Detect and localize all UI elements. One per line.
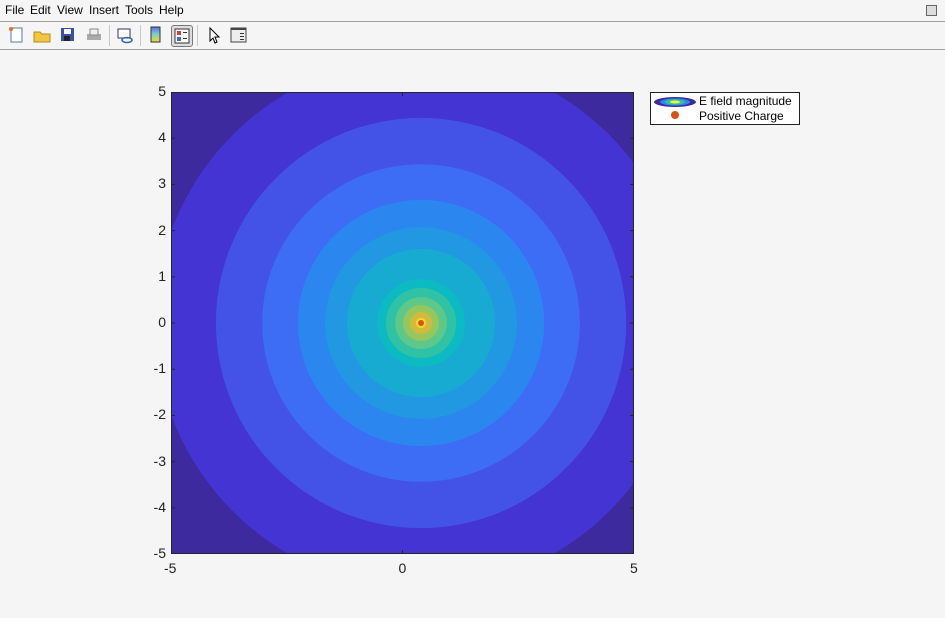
legend-entry-charge: Positive Charge <box>699 109 784 123</box>
y-tick-label: 2 <box>158 221 166 238</box>
menu-view[interactable]: View <box>57 3 83 17</box>
menu-file[interactable]: File <box>5 3 25 17</box>
y-tick-label: 5 <box>158 83 166 99</box>
y-tick-label: -5 <box>153 545 166 561</box>
x-tick-label: 5 <box>630 560 638 576</box>
colorbar-icon[interactable] <box>146 25 166 45</box>
y-tick-label: -2 <box>153 406 166 423</box>
y-tick-label: 0 <box>158 314 166 330</box>
y-tick-label: 3 <box>158 175 166 192</box>
legend-icon[interactable] <box>171 25 193 47</box>
y-tick-label: -4 <box>153 498 166 515</box>
pointer-icon[interactable] <box>204 25 224 45</box>
y-tick-label: 4 <box>158 129 166 146</box>
contour-legend-icon <box>654 97 696 107</box>
save-icon[interactable] <box>58 25 78 45</box>
print-icon[interactable] <box>84 25 104 45</box>
y-tick-label: -3 <box>153 452 166 469</box>
y-tick-label: -1 <box>153 360 166 377</box>
link-plot-icon[interactable] <box>115 25 135 45</box>
contour-plot[interactable] <box>171 92 634 554</box>
charge-legend-marker <box>671 111 679 119</box>
menu-tools[interactable]: Tools <box>125 3 154 17</box>
legend[interactable]: E field magnitude Positive Charge <box>650 92 800 125</box>
toolbar <box>0 21 945 50</box>
undock-icon[interactable] <box>926 5 937 16</box>
open-folder-icon[interactable] <box>32 25 52 45</box>
x-tick-label: 0 <box>398 560 407 576</box>
new-file-icon[interactable] <box>6 25 26 45</box>
positive-charge-marker[interactable] <box>418 320 425 326</box>
property-inspector-icon[interactable] <box>229 25 249 45</box>
menu-help[interactable]: Help <box>159 3 184 17</box>
x-tick-label: -5 <box>164 560 177 576</box>
menu-bar: File Edit View Insert Tools Help <box>0 0 945 21</box>
menu-edit[interactable]: Edit <box>30 3 51 17</box>
menu-insert[interactable]: Insert <box>89 3 120 17</box>
legend-entry-efield: E field magnitude <box>699 94 792 108</box>
y-tick-label: 1 <box>158 267 166 284</box>
